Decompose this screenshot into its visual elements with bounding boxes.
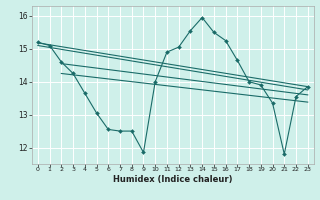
X-axis label: Humidex (Indice chaleur): Humidex (Indice chaleur) [113,175,233,184]
